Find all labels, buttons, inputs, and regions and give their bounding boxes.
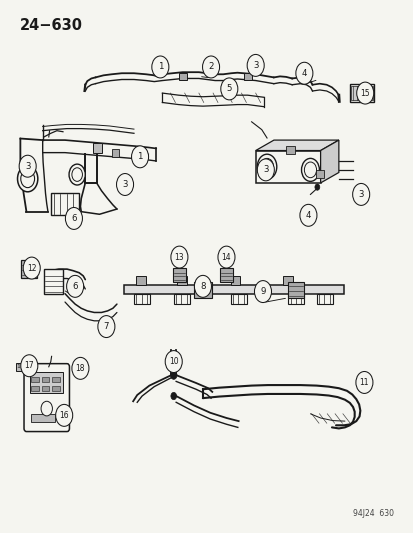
Bar: [51, 193, 79, 215]
Text: 1: 1: [157, 62, 163, 71]
Bar: [134, 294, 150, 304]
Circle shape: [152, 56, 169, 78]
Text: 10: 10: [169, 357, 178, 366]
Bar: [173, 294, 190, 304]
Bar: [219, 268, 233, 282]
Text: 9: 9: [260, 287, 265, 296]
Circle shape: [69, 164, 85, 185]
Circle shape: [41, 401, 52, 416]
Text: 4: 4: [301, 69, 306, 78]
Bar: [194, 282, 211, 298]
Bar: [316, 294, 332, 304]
Bar: [52, 385, 59, 391]
Bar: [255, 150, 320, 183]
Circle shape: [301, 158, 318, 181]
Bar: [31, 377, 38, 383]
Circle shape: [356, 82, 373, 104]
Text: 18: 18: [76, 364, 85, 373]
Bar: [173, 268, 185, 282]
Text: 17: 17: [17, 364, 25, 369]
Circle shape: [116, 174, 133, 196]
Circle shape: [97, 316, 115, 337]
Circle shape: [23, 257, 40, 279]
Bar: [349, 84, 373, 102]
Text: 14: 14: [221, 253, 231, 262]
Circle shape: [72, 358, 89, 379]
Text: 3: 3: [358, 190, 363, 199]
Bar: [315, 170, 323, 177]
Circle shape: [295, 62, 312, 84]
Text: 12: 12: [27, 263, 36, 272]
Bar: [351, 86, 372, 100]
Bar: [16, 362, 25, 371]
Bar: [30, 372, 63, 393]
Polygon shape: [320, 140, 338, 183]
Circle shape: [17, 166, 38, 192]
Bar: [285, 146, 294, 154]
Text: 7: 7: [103, 322, 109, 331]
Text: 24−630: 24−630: [20, 19, 83, 34]
Bar: [31, 414, 55, 422]
Bar: [123, 285, 343, 294]
Bar: [176, 277, 186, 285]
Text: 11: 11: [359, 378, 368, 387]
Bar: [230, 277, 240, 285]
Circle shape: [355, 372, 372, 393]
Text: 17: 17: [24, 361, 34, 370]
Text: 16: 16: [59, 411, 69, 420]
Polygon shape: [255, 140, 338, 150]
Circle shape: [217, 246, 235, 268]
Circle shape: [66, 276, 83, 297]
Bar: [282, 277, 292, 285]
Text: 1: 1: [137, 152, 142, 161]
Circle shape: [254, 280, 271, 303]
Circle shape: [65, 207, 82, 229]
Circle shape: [165, 351, 182, 373]
Bar: [178, 72, 186, 80]
Circle shape: [194, 276, 211, 297]
Circle shape: [170, 371, 176, 379]
Bar: [42, 377, 49, 383]
Circle shape: [21, 355, 38, 377]
Text: 4: 4: [305, 211, 311, 220]
Text: 2: 2: [208, 62, 213, 71]
Text: 94J24  630: 94J24 630: [352, 509, 393, 518]
Bar: [42, 385, 49, 391]
Text: 8: 8: [200, 282, 205, 291]
Circle shape: [19, 155, 36, 177]
Text: 6: 6: [71, 214, 76, 223]
Bar: [287, 282, 304, 298]
Circle shape: [220, 78, 237, 100]
Bar: [136, 277, 146, 285]
Circle shape: [55, 405, 73, 426]
Bar: [230, 294, 246, 304]
Circle shape: [171, 246, 188, 268]
Text: 3: 3: [25, 161, 30, 171]
Circle shape: [202, 56, 219, 78]
Circle shape: [247, 54, 263, 76]
FancyBboxPatch shape: [24, 364, 69, 432]
Text: 3: 3: [252, 61, 258, 70]
Bar: [287, 294, 304, 304]
Text: 15: 15: [360, 88, 369, 98]
Bar: [112, 149, 119, 157]
Text: 5: 5: [226, 84, 232, 93]
Text: 13: 13: [174, 253, 184, 262]
Circle shape: [314, 184, 319, 190]
Circle shape: [131, 146, 148, 168]
Circle shape: [299, 204, 316, 227]
Bar: [93, 143, 101, 152]
Circle shape: [352, 183, 369, 205]
Bar: [31, 385, 38, 391]
Circle shape: [257, 154, 276, 179]
Bar: [21, 260, 37, 278]
Bar: [52, 377, 59, 383]
Text: 3: 3: [122, 180, 128, 189]
Text: 6: 6: [72, 282, 78, 291]
Bar: [243, 72, 251, 80]
Text: 3: 3: [262, 165, 268, 174]
Bar: [44, 269, 63, 294]
Circle shape: [257, 159, 274, 181]
Circle shape: [171, 392, 176, 400]
